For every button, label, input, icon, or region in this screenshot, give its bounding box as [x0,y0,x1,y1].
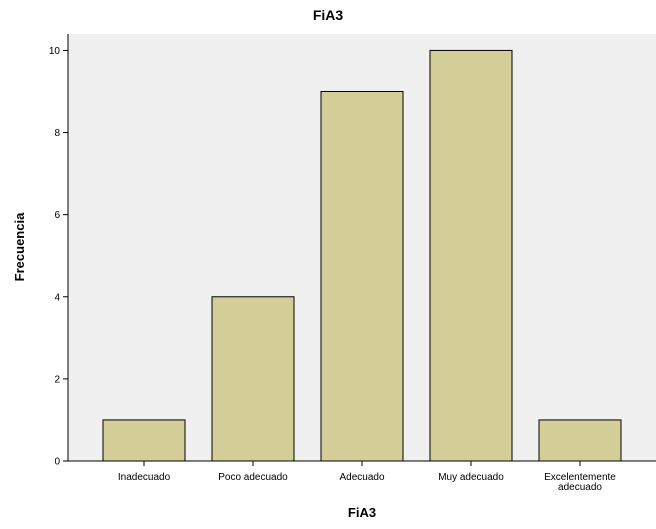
y-tick-label: 4 [54,292,60,303]
bars-group [102,49,622,462]
bar-3 [429,49,513,462]
bar-4 [538,419,622,462]
bar-1 [211,296,295,462]
x-tick-label: Inadecuado [118,472,171,483]
bar-0 [102,419,186,462]
y-tick-label: 6 [54,210,60,221]
y-tick-label: 10 [49,46,61,57]
y-axis-title: Frecuencia [12,212,27,281]
y-tick-label: 0 [54,457,60,468]
x-tick-label: Adecuado [339,472,384,483]
y-tick-label: 8 [54,128,60,139]
x-axis: Inadecuado Poco adecuado Adecuado Muy adecu… [68,460,656,493]
chart-title: FiA3 [313,7,344,23]
x-axis-title: FiA3 [348,505,376,520]
y-tick-label: 2 [54,374,60,385]
bar-2 [320,90,404,462]
x-tick-label: Poco adecuado [218,472,288,483]
x-tick-label: Excelentemente adecuado [544,472,616,493]
y-axis: 0 2 4 6 8 10 [49,34,69,468]
x-tick-label: Muy adecuado [438,472,504,483]
